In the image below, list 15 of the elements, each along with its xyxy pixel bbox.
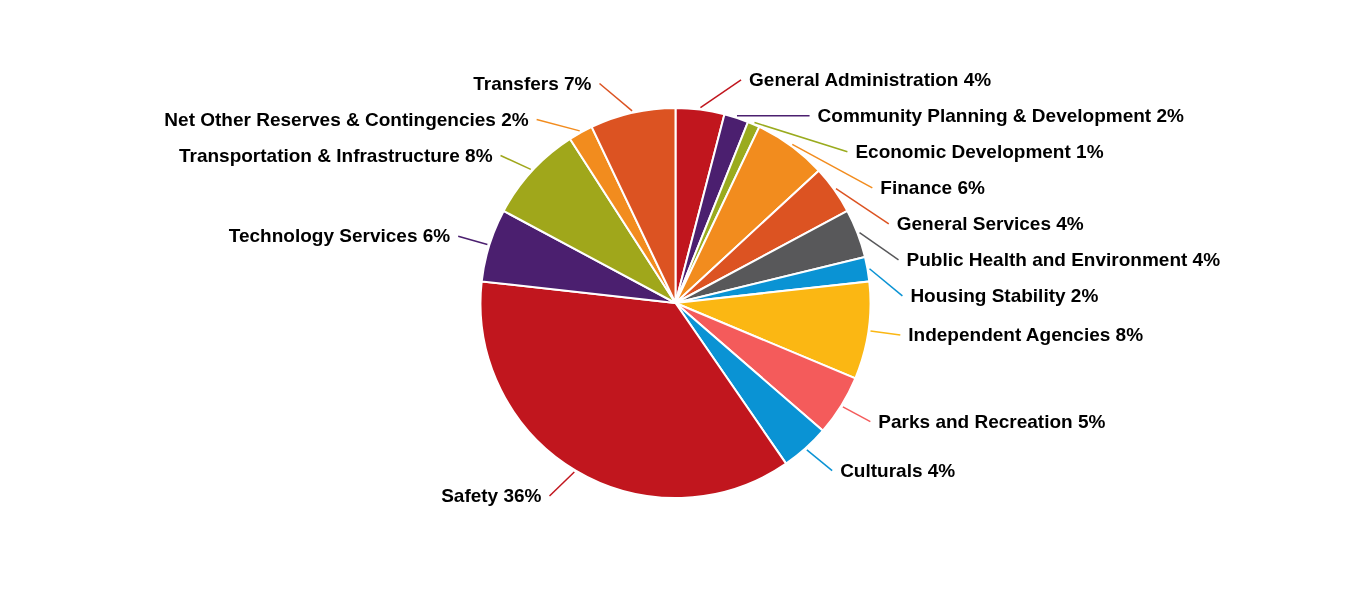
slice-label: Parks and Recreation 5%: [878, 410, 1106, 432]
slice-label: Transportation & Infrastructure 8%: [178, 144, 493, 166]
slice-label: Transfers 7%: [473, 72, 592, 94]
slice-label: Finance 6%: [880, 176, 985, 198]
slice-label: General Services 4%: [896, 212, 1084, 234]
slice-label: Technology Services 6%: [228, 225, 451, 247]
slice-label: Independent Agencies 8%: [908, 324, 1144, 346]
slice-label: Housing Stability 2%: [910, 284, 1099, 306]
slice-label: Culturals 4%: [840, 459, 956, 481]
slice-label: Public Health and Environment 4%: [906, 248, 1221, 270]
slice-label: Net Other Reserves & Contingencies 2%: [164, 108, 529, 130]
slice-label: Economic Development 1%: [855, 140, 1104, 162]
slice-label: General Administration 4%: [749, 68, 992, 90]
slice-label: Safety 36%: [441, 485, 542, 507]
slice-label: Community Planning & Development 2%: [817, 104, 1184, 126]
